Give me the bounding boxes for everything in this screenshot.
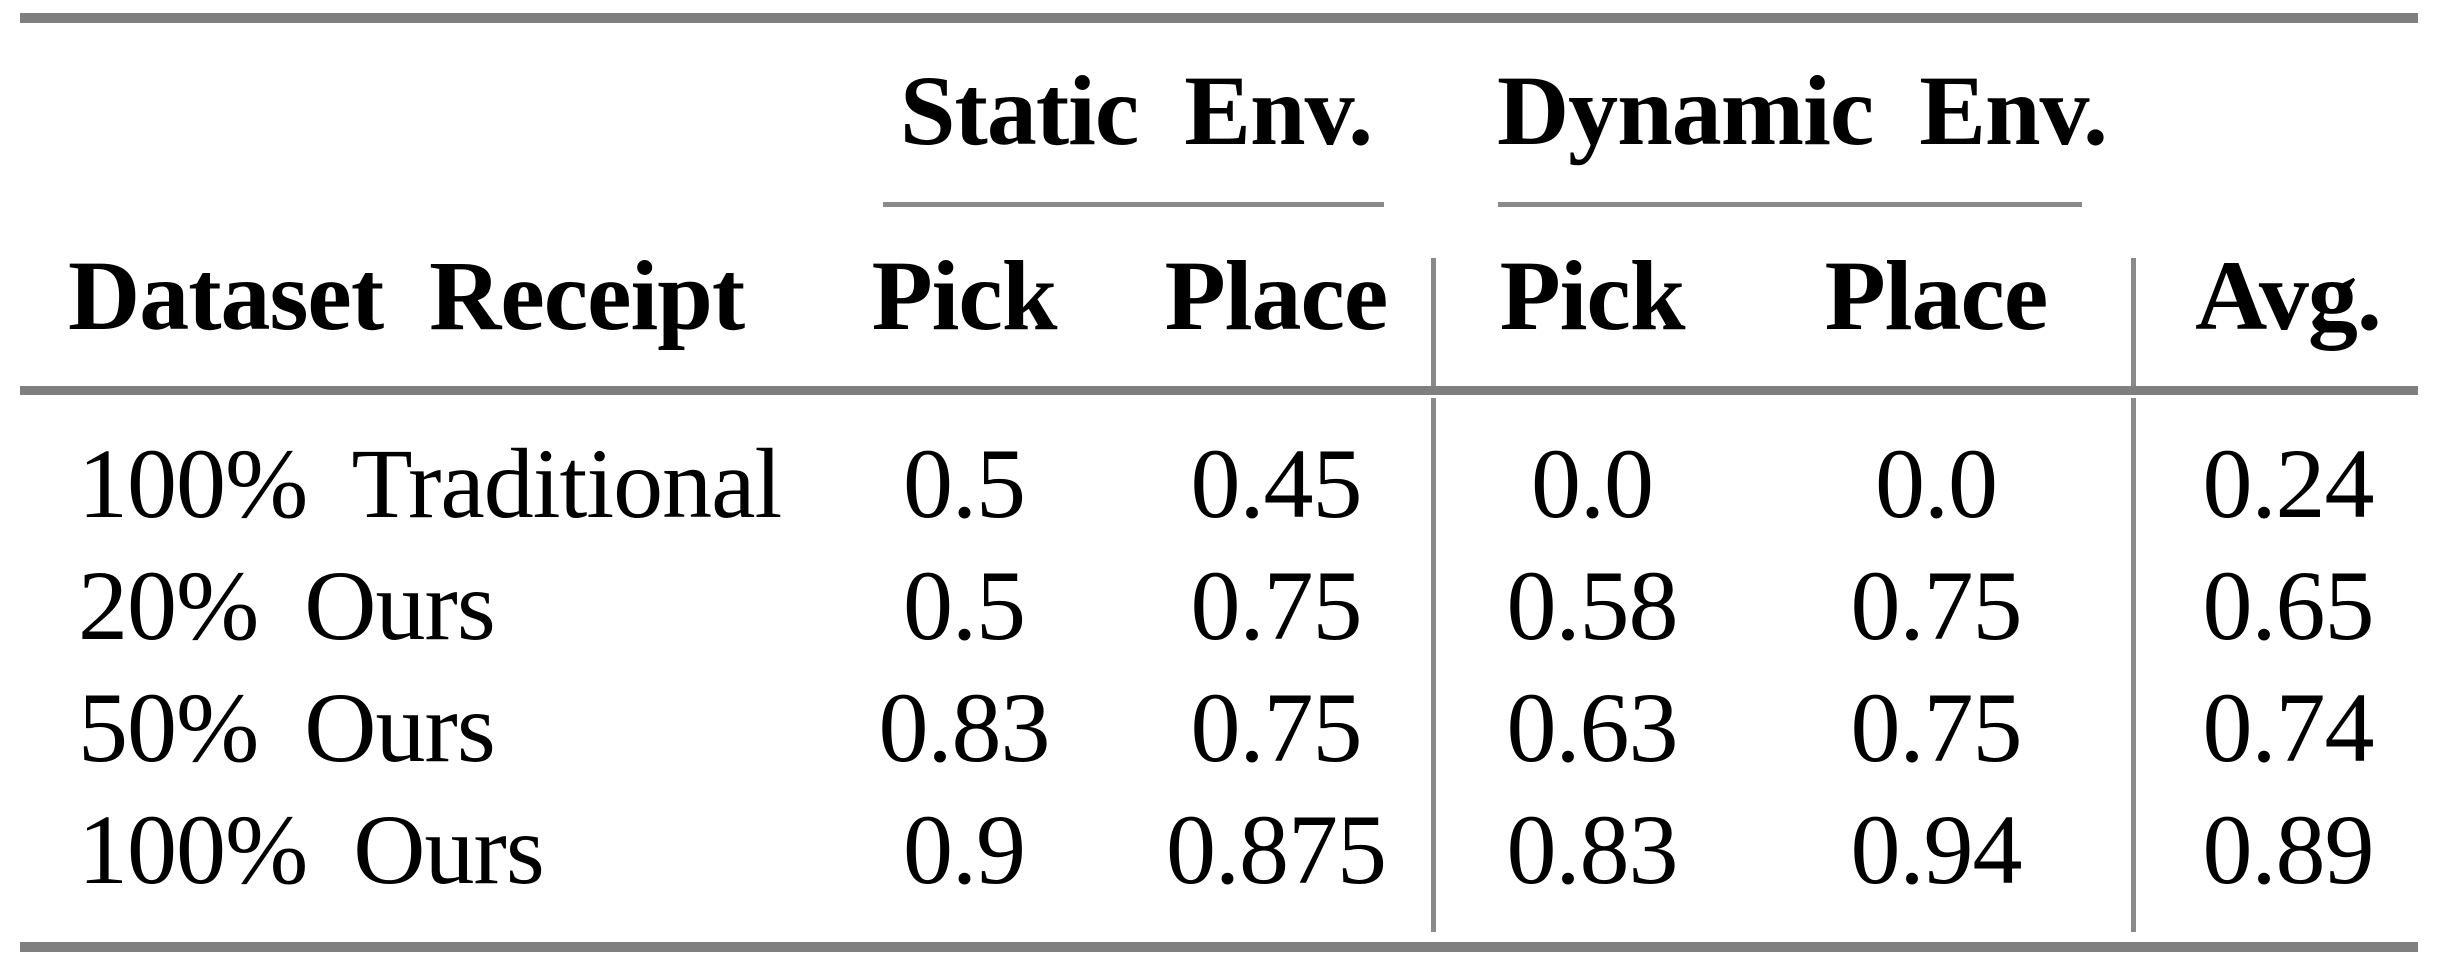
column-header-static-pick: Pick (871, 240, 1058, 351)
value-avg: 0.74 (2202, 672, 2375, 783)
value-dynamic-pick: 0.0 (1531, 428, 1654, 539)
value-avg: 0.89 (2202, 794, 2375, 905)
value-static-place: 0.45 (1190, 428, 1363, 539)
column-header-dynamic-pick: Pick (1499, 240, 1686, 351)
dynamic-env-cmidrule (1498, 202, 2082, 207)
value-static-pick: 0.83 (878, 672, 1051, 783)
group-header-dynamic-env: Dynamic Env. (1496, 55, 2108, 166)
column-header-dataset-receipt: Dataset Receipt (68, 240, 745, 351)
row-label: 100% Traditional (78, 428, 782, 539)
column-header-static-place: Place (1164, 240, 1389, 351)
value-dynamic-place: 0.0 (1875, 428, 1998, 539)
value-static-place: 0.75 (1190, 550, 1363, 661)
value-dynamic-pick: 0.83 (1506, 794, 1679, 905)
value-avg: 0.24 (2202, 428, 2375, 539)
top-rule (20, 13, 2418, 23)
separator-dynamic-avg-body (2131, 398, 2136, 932)
separator-static-dynamic-header (1431, 258, 1436, 386)
value-static-pick: 0.9 (903, 794, 1026, 905)
value-dynamic-pick: 0.63 (1506, 672, 1679, 783)
row-label: 20% Ours (78, 550, 496, 661)
column-header-dynamic-place: Place (1824, 240, 2049, 351)
value-static-place: 0.875 (1166, 794, 1387, 905)
value-avg: 0.65 (2202, 550, 2375, 661)
separator-static-dynamic-body (1431, 398, 1436, 932)
value-dynamic-pick: 0.58 (1506, 550, 1679, 661)
value-static-pick: 0.5 (903, 550, 1026, 661)
mid-rule (20, 386, 2418, 395)
value-static-pick: 0.5 (903, 428, 1026, 539)
bottom-rule (20, 942, 2418, 952)
value-dynamic-place: 0.94 (1850, 794, 2023, 905)
value-dynamic-place: 0.75 (1850, 672, 2023, 783)
separator-dynamic-avg-header (2131, 258, 2136, 386)
group-header-static-env: Static Env. (899, 55, 1373, 166)
value-dynamic-place: 0.75 (1850, 550, 2023, 661)
static-env-cmidrule (883, 202, 1384, 207)
column-header-avg: Avg. (2195, 240, 2382, 351)
row-label: 100% Ours (78, 794, 545, 905)
value-static-place: 0.75 (1190, 672, 1363, 783)
row-label: 50% Ours (78, 672, 496, 783)
